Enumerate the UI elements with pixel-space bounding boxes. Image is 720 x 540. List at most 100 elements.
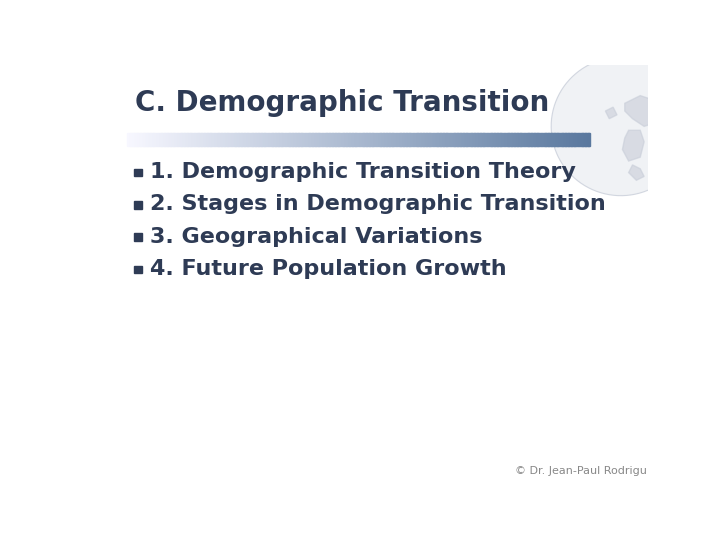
Bar <box>90 425 127 427</box>
Bar <box>90 218 127 220</box>
Bar <box>536 133 538 146</box>
Bar <box>90 428 127 429</box>
Bar <box>206 133 208 146</box>
Bar <box>275 133 277 146</box>
Bar <box>488 133 490 146</box>
Bar <box>134 266 142 273</box>
Bar <box>240 133 242 146</box>
Bar <box>90 186 127 188</box>
Bar <box>565 133 567 146</box>
Bar <box>90 120 127 122</box>
Bar <box>150 133 152 146</box>
Bar <box>341 133 343 146</box>
Bar <box>241 133 243 146</box>
Bar <box>90 364 127 366</box>
Bar <box>90 77 127 79</box>
Bar <box>90 268 127 270</box>
Bar <box>90 352 127 353</box>
Bar <box>90 340 127 342</box>
Bar <box>90 313 127 314</box>
Bar <box>90 333 127 335</box>
Bar <box>90 399 127 400</box>
Bar <box>90 220 127 221</box>
Bar <box>90 222 127 224</box>
Bar <box>199 133 202 146</box>
Bar <box>577 133 580 146</box>
Bar <box>415 133 418 146</box>
Bar <box>90 182 127 184</box>
Bar <box>334 133 336 146</box>
Bar <box>467 133 469 146</box>
Polygon shape <box>606 107 617 119</box>
Bar <box>90 281 127 282</box>
Bar <box>90 232 127 234</box>
Bar <box>233 133 235 146</box>
Bar <box>90 380 127 382</box>
Bar <box>391 133 393 146</box>
Bar <box>253 133 256 146</box>
Bar <box>388 133 390 146</box>
Bar <box>90 144 127 145</box>
Bar <box>460 133 462 146</box>
Bar <box>90 457 127 458</box>
Bar <box>167 133 169 146</box>
Bar <box>323 133 325 146</box>
Bar <box>90 166 127 167</box>
Bar <box>90 369 127 371</box>
Bar <box>90 477 127 479</box>
Bar <box>264 133 266 146</box>
Bar <box>90 114 127 116</box>
Bar <box>90 479 127 481</box>
Bar <box>90 116 127 118</box>
Bar <box>90 338 127 339</box>
Bar <box>294 133 296 146</box>
Bar <box>90 238 127 239</box>
Bar <box>559 133 561 146</box>
Bar <box>158 133 160 146</box>
Text: © Dr. Jean-Paul Rodrigu: © Dr. Jean-Paul Rodrigu <box>515 466 647 476</box>
Bar <box>90 401 127 403</box>
Bar <box>135 133 137 146</box>
Bar <box>90 271 127 273</box>
Bar <box>252 133 254 146</box>
Bar <box>298 133 300 146</box>
Bar <box>90 171 127 173</box>
Bar <box>90 95 127 97</box>
Bar <box>90 310 127 312</box>
Bar <box>406 133 408 146</box>
Bar <box>90 436 127 437</box>
Bar <box>220 133 222 146</box>
Bar <box>90 387 127 389</box>
Bar <box>410 133 411 146</box>
Bar <box>246 133 248 146</box>
Bar <box>138 133 140 146</box>
Bar <box>176 133 179 146</box>
Bar <box>134 233 142 241</box>
Bar <box>420 133 422 146</box>
Bar <box>90 78 127 80</box>
Bar <box>90 196 127 198</box>
Bar <box>457 133 459 146</box>
Bar <box>90 118 127 120</box>
Bar <box>203 133 204 146</box>
Bar <box>90 361 127 363</box>
Bar <box>557 133 559 146</box>
Bar <box>90 348 127 350</box>
Bar <box>90 214 127 216</box>
Bar <box>90 134 127 136</box>
Bar <box>413 133 415 146</box>
Bar <box>490 133 492 146</box>
Bar <box>90 368 127 370</box>
Bar <box>90 177 127 178</box>
Bar <box>500 133 503 146</box>
Bar <box>129 133 130 146</box>
Bar <box>171 133 172 146</box>
Bar <box>90 191 127 192</box>
Bar <box>90 227 127 228</box>
Bar <box>90 422 127 424</box>
Bar <box>588 133 590 146</box>
Bar <box>90 260 127 261</box>
Bar <box>345 133 346 146</box>
Bar <box>232 133 234 146</box>
Bar <box>464 133 465 146</box>
